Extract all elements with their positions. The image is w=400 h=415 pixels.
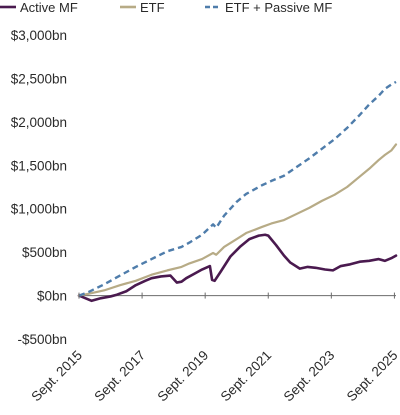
y-tick-label: $2,500bn: [11, 71, 67, 86]
series-line-etf-passive-mf: [78, 80, 397, 297]
legend-label-etf: ETF: [140, 0, 165, 15]
x-tick-label: Sept. 2023: [281, 348, 338, 405]
x-tick-label: Sept. 2017: [91, 348, 148, 405]
y-tick-label: $3,000bn: [11, 28, 67, 43]
legend: Active MF ETF ETF + Passive MF: [0, 0, 332, 15]
y-tick-label: $1,500bn: [11, 158, 67, 173]
series-line-etf: [77, 143, 398, 297]
x-axis: Sept. 2015 Sept. 2017 Sept. 2019 Sept. 2021…: [28, 292, 400, 405]
legend-label-active-mf: Active MF: [20, 0, 78, 15]
y-tick-label: $0bn: [37, 289, 67, 304]
y-tick-label: $1,000bn: [11, 202, 67, 217]
x-tick-label: Sept. 2021: [218, 348, 275, 405]
legend-label-etf-passive-mf: ETF + Passive MF: [225, 0, 332, 15]
plot-lines: [77, 80, 398, 303]
x-tick-label: Sept. 2015: [28, 348, 85, 405]
x-tick-label: Sept. 2025: [344, 348, 400, 405]
y-tick-label: $500bn: [22, 245, 67, 260]
y-tick-label: $2,000bn: [11, 115, 67, 130]
x-tick-label: Sept. 2019: [155, 348, 212, 405]
y-tick-label: -$500bn: [17, 332, 67, 347]
series-line-active-mf: [77, 233, 398, 303]
y-axis: $3,000bn $2,500bn $2,000bn $1,500bn $1,000bn…: [11, 28, 67, 347]
